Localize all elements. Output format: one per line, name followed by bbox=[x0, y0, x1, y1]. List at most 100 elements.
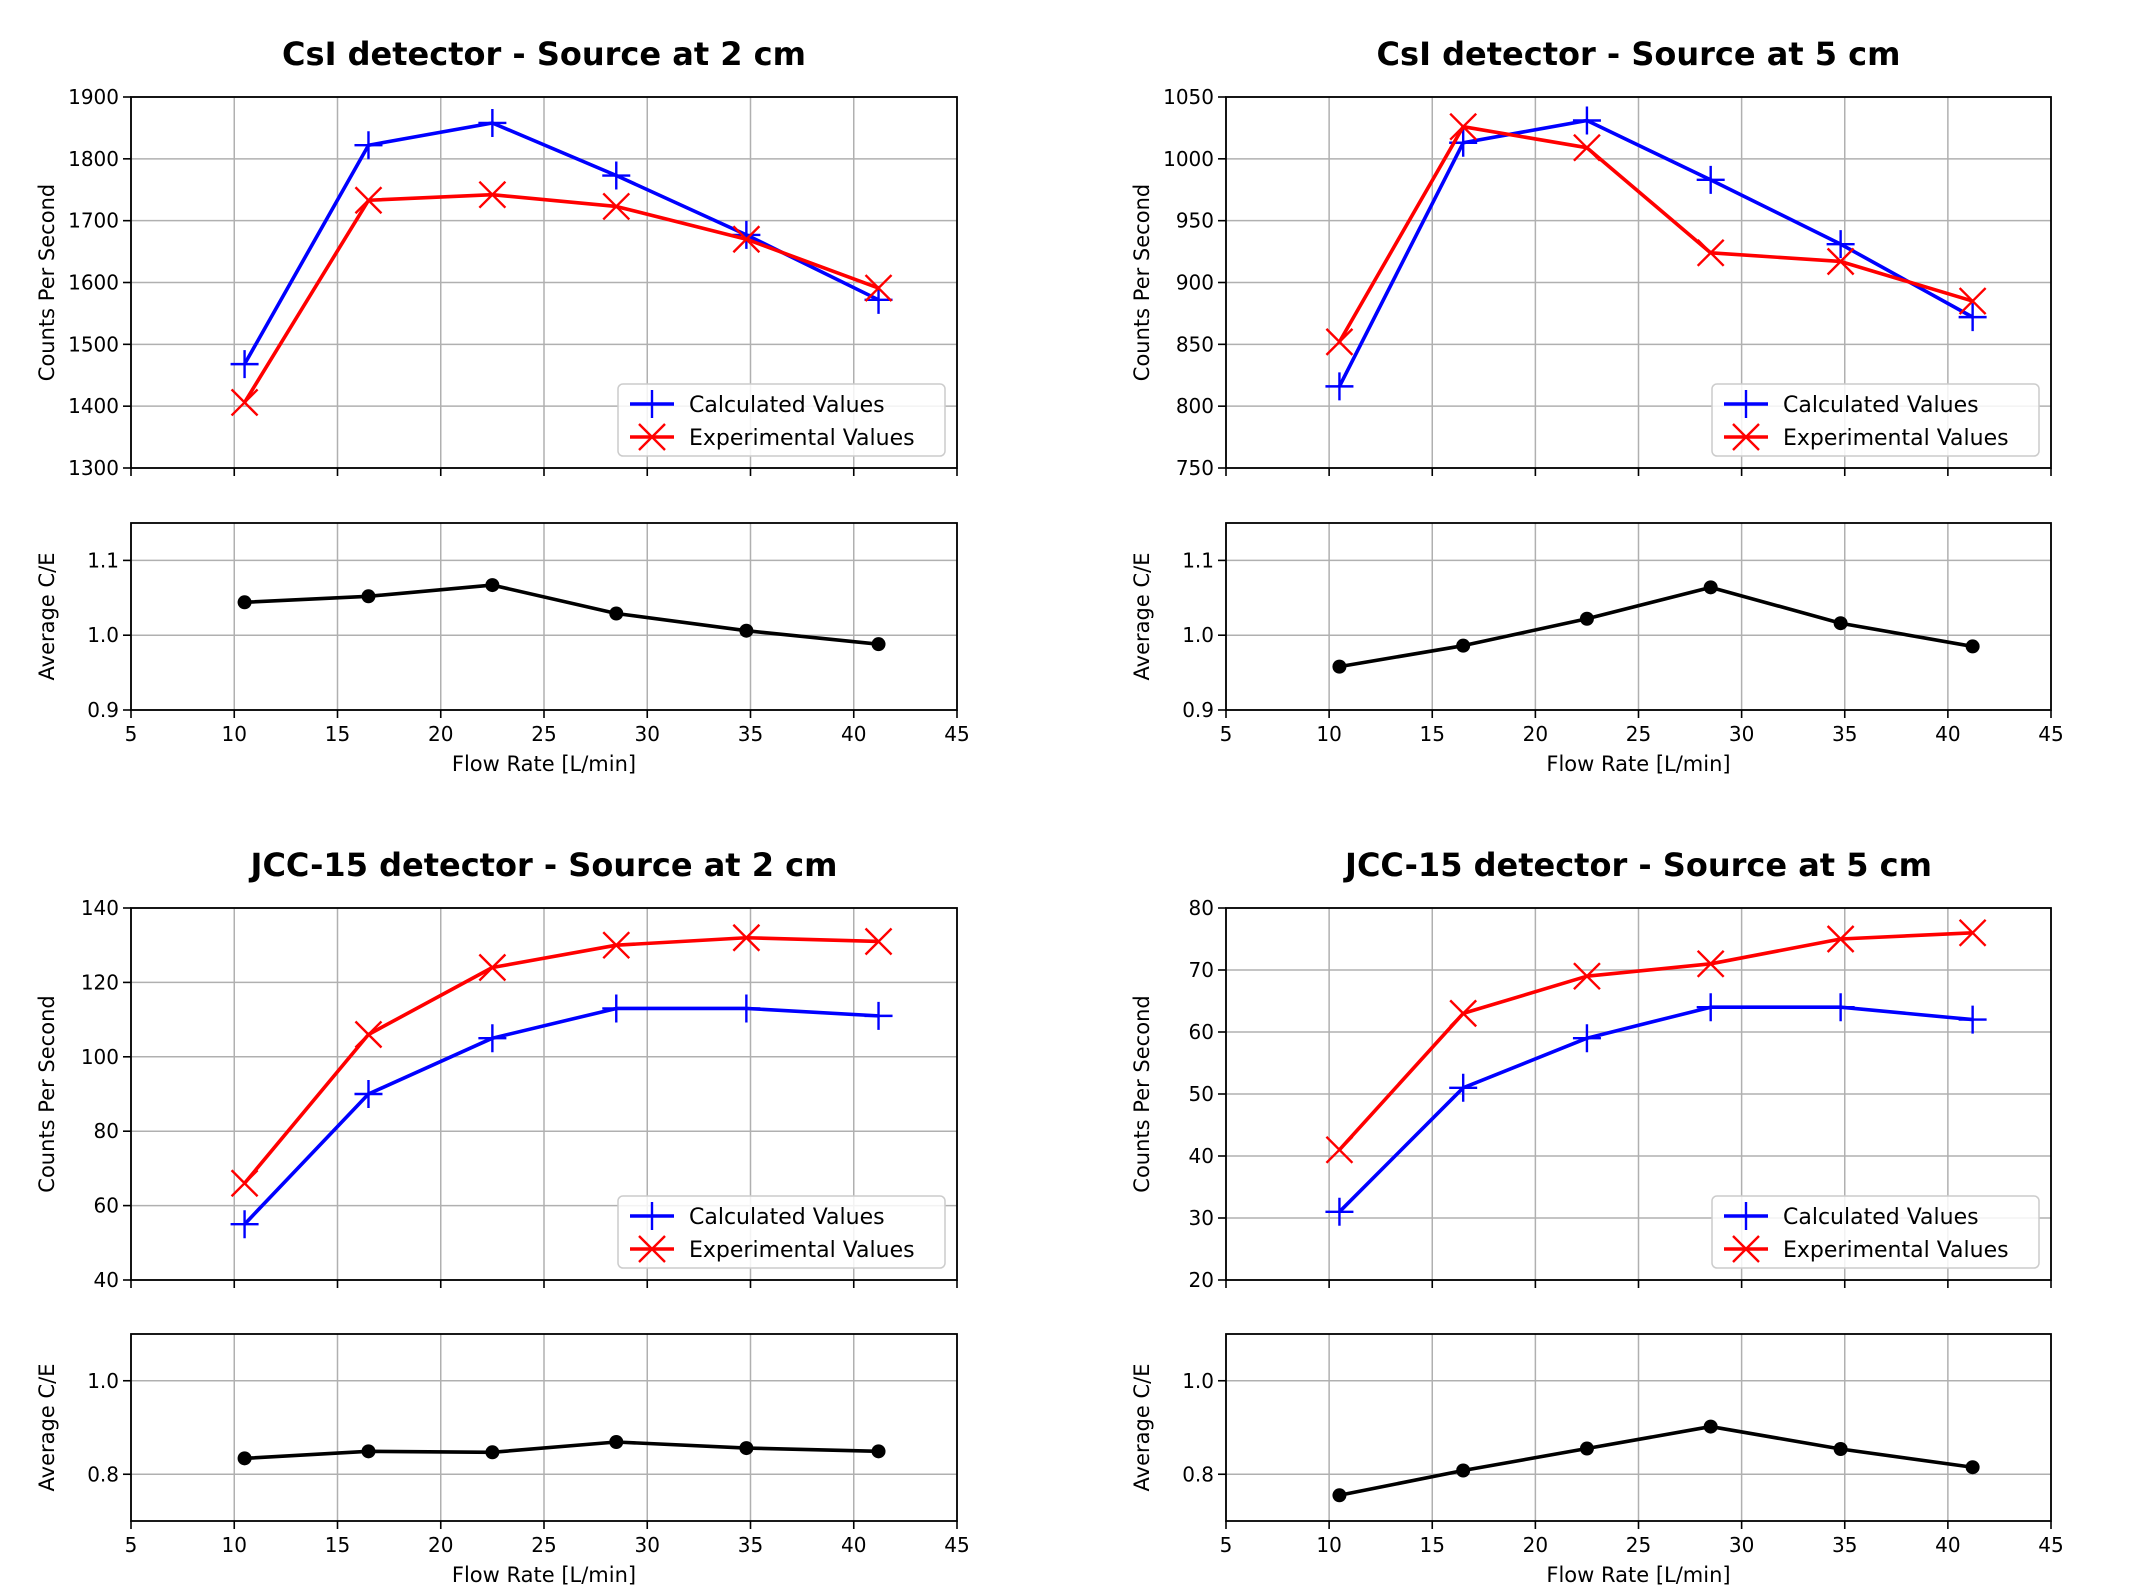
series-line bbox=[1339, 585, 1973, 669]
ratio-axes-frame bbox=[130, 1333, 958, 1522]
y-tick-label: 1.0 bbox=[87, 1369, 119, 1393]
legend-label: Calculated Values bbox=[689, 1205, 885, 1230]
data-point-marker bbox=[485, 1445, 500, 1460]
x-tick-label: 35 bbox=[738, 1533, 763, 1557]
legend: Calculated Values Experimental Values bbox=[617, 1195, 946, 1269]
ratio-axes: 0.9 1.0 1.1 5 10 15 20 25 30 35 40 45 Average C/E Flo… bbox=[1130, 522, 2064, 776]
data-point-marker bbox=[1833, 616, 1848, 631]
data-point-marker bbox=[602, 161, 631, 190]
data-point-marker bbox=[478, 108, 507, 137]
legend-entry: Calculated Values bbox=[1724, 1202, 1979, 1230]
chart-title: JCC-15 detector - Source at 2 cm bbox=[249, 846, 838, 884]
x-tick-label: 40 bbox=[1935, 1533, 1960, 1557]
series-experimental bbox=[230, 923, 893, 1198]
legend-box bbox=[617, 383, 946, 457]
y-tick-label: 1800 bbox=[68, 147, 119, 171]
series-calculated bbox=[230, 994, 893, 1239]
data-point-marker bbox=[237, 595, 252, 610]
data-point-marker bbox=[732, 923, 761, 952]
y-tick-label: 120 bbox=[81, 970, 119, 994]
y-tick-label: 1900 bbox=[68, 85, 119, 109]
data-point-marker bbox=[1826, 993, 1855, 1022]
series-line bbox=[1338, 931, 1973, 1152]
series-line bbox=[243, 192, 880, 404]
data-point-marker bbox=[602, 994, 631, 1023]
data-point-marker bbox=[602, 192, 631, 221]
series-calculated bbox=[1325, 993, 1987, 1226]
data-point-marker bbox=[478, 953, 507, 982]
y-tick-label: 1700 bbox=[68, 209, 119, 233]
data-point-marker bbox=[739, 1441, 754, 1456]
x-axis-label: Flow Rate [L/min] bbox=[452, 752, 636, 776]
data-point-marker bbox=[871, 637, 886, 652]
legend: Calculated Values Experimental Values bbox=[1711, 383, 2040, 457]
data-point-marker bbox=[230, 388, 259, 417]
legend-marker bbox=[638, 1235, 666, 1263]
x-tick-label: 10 bbox=[1316, 1533, 1341, 1557]
x-tick-label: 5 bbox=[125, 722, 138, 746]
ratio-axes: 0.9 1.0 1.1 5 10 15 20 25 30 35 40 45 Average C/E Flo… bbox=[35, 522, 970, 776]
legend-marker bbox=[638, 390, 666, 418]
y-tick-label: 40 bbox=[94, 1268, 119, 1292]
data-point-marker bbox=[1703, 1419, 1718, 1434]
data-point-marker bbox=[1573, 962, 1601, 991]
data-point-marker bbox=[354, 1020, 383, 1049]
y-axis-label: Counts Per Second bbox=[1130, 995, 1154, 1192]
y-tick-label: 60 bbox=[94, 1194, 119, 1218]
data-point-marker bbox=[1573, 133, 1601, 162]
ratio-grid bbox=[1225, 523, 2052, 711]
legend-entry: Calculated Values bbox=[630, 1202, 885, 1230]
data-point-marker bbox=[1958, 303, 1987, 332]
y-tick-label: 50 bbox=[1189, 1082, 1214, 1106]
y-tick-label: 100 bbox=[81, 1045, 119, 1069]
y-tick-label: 0.8 bbox=[87, 1462, 119, 1486]
y-tick-label: 40 bbox=[1189, 1144, 1214, 1168]
y-tick-label: 1300 bbox=[68, 456, 119, 480]
data-point-marker bbox=[1449, 1073, 1478, 1102]
x-tick-label: 30 bbox=[1729, 1533, 1754, 1557]
legend-marker bbox=[638, 1202, 666, 1230]
legend-entry: Experimental Values bbox=[630, 423, 915, 451]
data-point-marker bbox=[1456, 1463, 1471, 1478]
x-tick-label: 15 bbox=[325, 1533, 350, 1557]
y-axis-label: Average C/E bbox=[35, 553, 59, 681]
x-tick-label: 15 bbox=[325, 722, 350, 746]
data-point-marker bbox=[1826, 925, 1855, 953]
series-average-ce bbox=[1332, 580, 1980, 674]
x-tick-label: 20 bbox=[428, 1533, 453, 1557]
data-point-marker bbox=[361, 1444, 376, 1459]
data-point-marker bbox=[871, 1444, 886, 1459]
x-tick-label: 15 bbox=[1420, 722, 1445, 746]
y-tick-label: 900 bbox=[1176, 271, 1214, 295]
data-point-marker bbox=[864, 274, 893, 302]
data-point-marker bbox=[1572, 106, 1601, 135]
main-axes-frame bbox=[1225, 907, 2052, 1281]
data-point-marker bbox=[1958, 287, 1987, 315]
y-tick-label: 60 bbox=[1189, 1020, 1214, 1044]
series-line bbox=[244, 583, 879, 646]
main-axes: 1300 1400 1500 1600 1700 1800 1900 Counts Per S… bbox=[35, 85, 958, 480]
y-tick-label: 0.9 bbox=[87, 698, 119, 722]
data-point-marker bbox=[1696, 238, 1725, 267]
y-axis-label: Average C/E bbox=[35, 1364, 59, 1492]
x-tick-label: 30 bbox=[1729, 722, 1754, 746]
legend-entry: Experimental Values bbox=[1724, 1235, 2009, 1263]
data-point-marker bbox=[1325, 328, 1354, 356]
series-line bbox=[1338, 1005, 1973, 1214]
series-line bbox=[1337, 124, 1974, 343]
series-line bbox=[243, 1006, 879, 1226]
x-tick-label: 40 bbox=[1935, 722, 1960, 746]
data-point-marker bbox=[1579, 611, 1594, 626]
y-tick-label: 80 bbox=[1189, 896, 1214, 920]
y-tick-label: 1.1 bbox=[87, 548, 119, 572]
y-tick-label: 20 bbox=[1189, 1268, 1214, 1292]
chart-title: CsI detector - Source at 2 cm bbox=[282, 35, 806, 73]
main-axes: 40 60 80 100 120 140 Counts Per Second Calculat… bbox=[35, 896, 958, 1292]
x-tick-label: 35 bbox=[1832, 1533, 1857, 1557]
legend-marker bbox=[1732, 390, 1760, 418]
y-tick-label: 1000 bbox=[1163, 147, 1214, 171]
series-experimental bbox=[1325, 918, 1987, 1164]
chart-panel-1: CsI detector - Source at 2 cm13001400150… bbox=[35, 35, 970, 776]
x-axis-label: Flow Rate [L/min] bbox=[452, 1563, 636, 1587]
